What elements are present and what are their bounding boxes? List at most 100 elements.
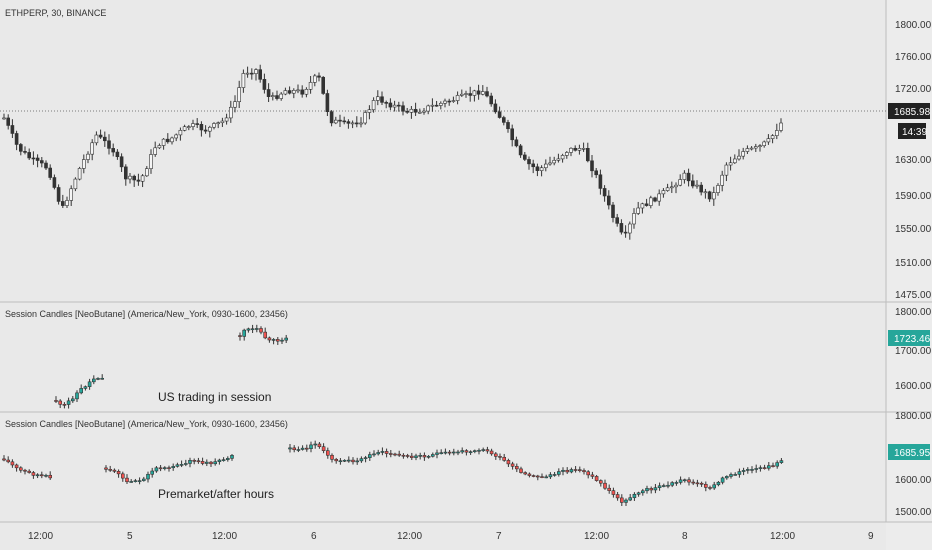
candle-body — [121, 473, 125, 479]
candle-body — [711, 192, 716, 200]
candle-body — [686, 172, 691, 182]
extended-price-label: 1600.00 — [895, 475, 932, 486]
price-label: 1720.00 — [895, 84, 932, 95]
candle-body — [586, 471, 591, 476]
candle-body — [477, 449, 481, 452]
extended-annotation: Premarket/after hours — [158, 487, 274, 501]
candle-body — [418, 455, 423, 457]
candle-body — [396, 104, 401, 107]
candle-body — [380, 451, 385, 453]
candle-body — [728, 162, 733, 166]
candle-body — [729, 474, 733, 477]
candle-body — [325, 450, 330, 456]
candle-body — [573, 469, 578, 471]
candle-body — [65, 200, 69, 206]
candle-body — [145, 168, 149, 177]
candle-body — [115, 151, 120, 158]
candle-body — [355, 460, 360, 463]
candle-body — [154, 467, 159, 472]
candle-body — [627, 223, 632, 234]
candle-body — [112, 469, 117, 472]
candle-body — [414, 455, 418, 458]
candle-body — [703, 483, 708, 488]
candle-body — [472, 450, 477, 452]
candle-body — [157, 145, 162, 149]
candle-body — [58, 400, 63, 405]
candle-body — [250, 72, 254, 75]
candle-body — [208, 126, 212, 132]
candle-body — [426, 105, 431, 112]
candle-body — [178, 130, 183, 136]
candle-body — [258, 69, 263, 80]
candle-body — [52, 177, 57, 188]
session-pane-title: Session Candles [NeoButane] (America/New… — [5, 309, 288, 319]
candle-body — [443, 100, 447, 104]
candle-body — [200, 461, 205, 464]
candle-body — [233, 101, 237, 108]
candle-body — [481, 449, 486, 451]
candle-body — [31, 157, 36, 160]
candle-body — [354, 122, 359, 125]
candle-body — [338, 119, 342, 122]
candle-body — [606, 195, 611, 206]
candle-body — [745, 469, 750, 471]
candle-body — [569, 469, 574, 473]
candle-body — [116, 471, 121, 475]
candle-body — [82, 159, 86, 169]
candle-body — [468, 451, 473, 453]
candle-body — [342, 459, 347, 462]
candle-body — [140, 175, 145, 182]
candle-body — [741, 470, 746, 472]
candle-body — [535, 475, 540, 478]
candle-body — [674, 482, 679, 484]
candle-body — [205, 461, 209, 464]
candle-body — [359, 122, 363, 125]
candle-body — [636, 492, 641, 495]
candle-body — [150, 470, 154, 475]
candle-body — [577, 148, 582, 151]
candle-body — [250, 328, 255, 331]
candle-body — [480, 91, 485, 95]
candle-body — [35, 474, 40, 477]
candle-body — [497, 111, 502, 118]
time-label: 9 — [868, 531, 874, 542]
time-label: 12:00 — [212, 531, 237, 542]
candle-body — [678, 179, 683, 186]
candle-body — [245, 72, 250, 75]
candle-body — [682, 172, 687, 180]
candle-body — [716, 481, 721, 486]
candle-body — [648, 197, 653, 206]
candle-body — [628, 497, 633, 501]
candle-body — [758, 145, 762, 148]
candle-body — [60, 201, 65, 206]
candle-body — [216, 122, 220, 125]
candle-body — [666, 484, 670, 487]
candle-body — [695, 184, 699, 187]
candle-body — [581, 148, 586, 150]
time-label: 6 — [311, 531, 317, 542]
candle-body — [226, 458, 230, 460]
candle-body — [92, 378, 96, 383]
candle-body — [548, 474, 553, 478]
candle-body — [775, 462, 780, 467]
time-axis[interactable]: 12:00 5 12:00 6 12:00 7 12:00 8 12:00 9 — [28, 531, 874, 542]
candle-body — [191, 123, 195, 127]
price-label: 1475.00 — [895, 290, 932, 301]
candle-body — [657, 193, 662, 202]
candle-body — [695, 482, 700, 485]
candle-body — [167, 467, 171, 469]
candle-body — [510, 463, 515, 467]
candle-body — [460, 450, 465, 453]
candle-body — [540, 476, 544, 478]
candle-body — [661, 485, 666, 487]
candle-body — [87, 381, 92, 387]
candle-body — [376, 452, 381, 455]
candle-body — [371, 100, 376, 111]
candle-body — [39, 160, 44, 164]
candle-body — [405, 455, 410, 457]
candle-body — [18, 144, 23, 152]
extended-price-tag — [888, 444, 930, 460]
candle-body — [175, 464, 180, 467]
